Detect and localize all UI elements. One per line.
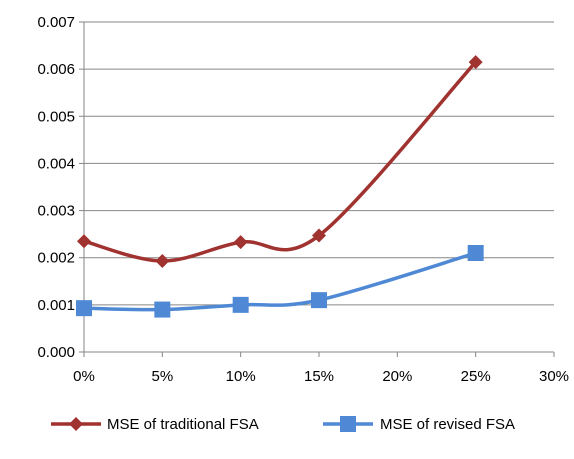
data-point-marker <box>154 301 171 318</box>
data-point-marker <box>233 235 248 250</box>
x-tick-labels: 0% 5% 10% 15% 20% 25% 30% <box>73 368 569 385</box>
data-point-marker <box>467 245 484 261</box>
y-tick-labels: 0.000 0.001 0.002 0.003 0.004 0.005 0.006 0.007 <box>37 14 75 361</box>
data-point-marker <box>232 296 249 313</box>
x-tick-label: 20% <box>382 368 412 385</box>
x-tick-label: 10% <box>226 368 256 385</box>
y-tick-label: 0.007 <box>37 14 75 31</box>
x-tick-label: 30% <box>539 368 569 385</box>
legend-label: MSE of traditional FSA <box>107 416 259 433</box>
axes <box>83 22 554 353</box>
x-tick-label: 25% <box>461 368 491 385</box>
data-point-marker <box>76 300 92 317</box>
data-point-marker <box>312 228 326 243</box>
data-point-marker <box>77 234 91 249</box>
legend-marker <box>340 416 356 432</box>
series-line-2 <box>82 251 478 312</box>
data-point-marker <box>155 254 170 269</box>
x-tick-label: 5% <box>151 368 173 385</box>
data-point-marker <box>468 55 483 70</box>
y-tick-label: 0.006 <box>37 61 75 78</box>
x-tick-label: 15% <box>304 368 334 385</box>
legend-marker <box>69 417 83 431</box>
y-tick-label: 0.001 <box>37 297 75 314</box>
data-point-marker <box>311 292 327 309</box>
legend-label: MSE of revised FSA <box>380 416 515 433</box>
y-tick-label: 0.005 <box>37 108 75 125</box>
y-tick-label: 0.003 <box>37 203 75 220</box>
series-lines <box>76 55 484 318</box>
y-tick-label: 0.002 <box>37 250 75 267</box>
legend: MSE of traditional FSA MSE of revised FSA <box>51 416 515 433</box>
y-tick-label: 0.004 <box>37 155 75 172</box>
x-tick-label: 0% <box>73 368 95 385</box>
series-line-1 <box>82 60 478 263</box>
y-tick-label: 0.000 <box>37 344 75 361</box>
